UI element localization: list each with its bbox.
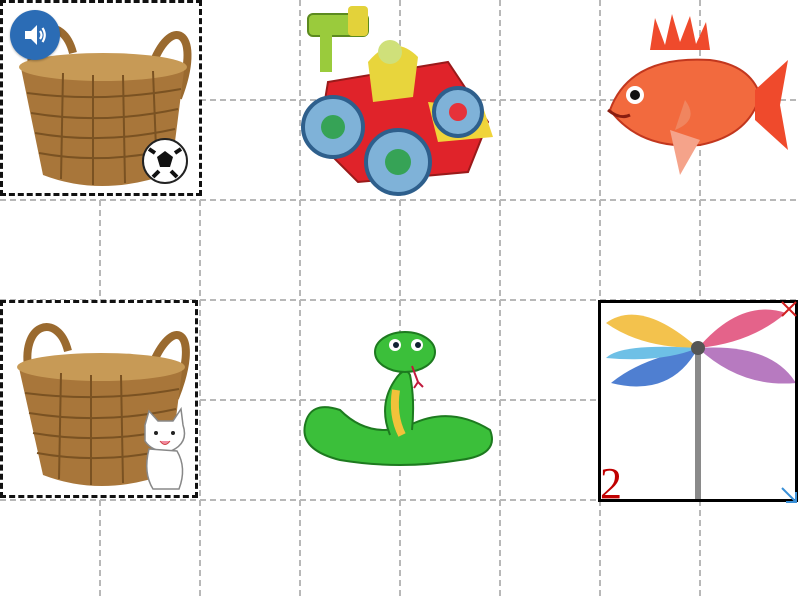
toy-race-car-image <box>301 6 493 196</box>
basket-with-cat-image <box>17 323 190 490</box>
speaker-icon <box>25 25 46 45</box>
tile-green-snake[interactable] <box>300 330 500 470</box>
card-basket-with-ball[interactable] <box>0 0 202 196</box>
audio-button[interactable] <box>10 10 60 60</box>
resize-arrow-icon[interactable] <box>778 484 800 506</box>
red-fish-image <box>607 14 788 175</box>
card-pinwheel[interactable] <box>598 300 798 502</box>
tile-red-fish[interactable] <box>600 10 790 190</box>
close-icon[interactable] <box>778 298 800 320</box>
pinwheel-image <box>606 309 796 499</box>
selected-number-label: 2 <box>600 459 622 508</box>
card-basket-with-cat[interactable] <box>0 300 198 498</box>
basket-with-ball-image <box>19 24 192 187</box>
tile-toy-race-car[interactable] <box>298 2 500 200</box>
green-snake-image <box>303 331 493 466</box>
